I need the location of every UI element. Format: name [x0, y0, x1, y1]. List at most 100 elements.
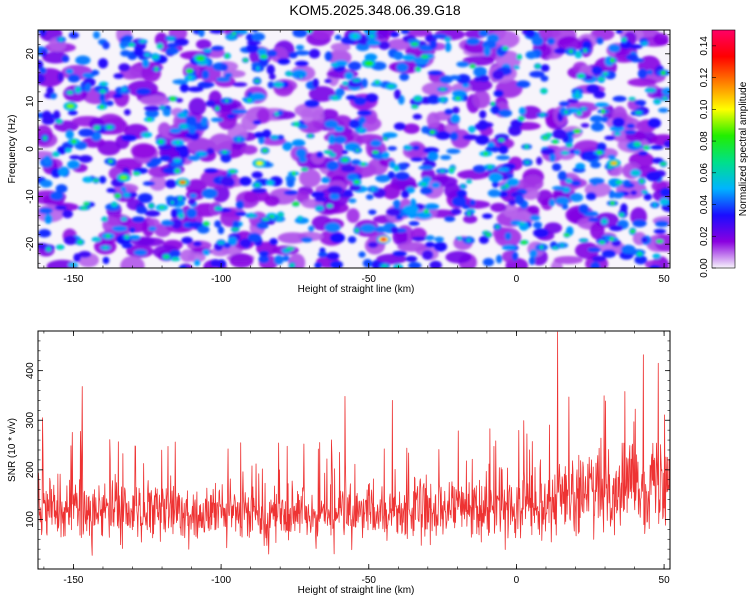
heatmap-cell — [661, 87, 670, 96]
heatmap-cell — [462, 134, 479, 141]
heatmap-cell — [185, 68, 194, 74]
heatmap-cell — [433, 241, 448, 252]
heatmap-cell — [235, 200, 245, 210]
heatmap-cell — [63, 235, 78, 246]
heatmap-cell — [156, 44, 164, 48]
heatmap-cell — [179, 264, 188, 268]
heatmap-cell — [299, 74, 303, 79]
heatmap-cell — [429, 39, 438, 50]
heatmap-cell — [201, 188, 218, 199]
heatmap-cell — [192, 241, 202, 247]
heatmap-cell — [424, 241, 435, 248]
heatmap-cell — [315, 206, 324, 210]
heatmap-cell — [98, 175, 107, 184]
heatmap-cell — [660, 199, 669, 204]
heatmap-cell — [646, 69, 654, 75]
heatmap-cell — [92, 178, 100, 182]
snr-x-tick-label: -150 — [63, 575, 83, 586]
heatmap-cell — [608, 43, 621, 53]
snr-x-tick-label: 50 — [659, 575, 671, 586]
heatmap-cell — [99, 88, 107, 94]
heatmap-cell — [412, 105, 418, 109]
heatmap-cell — [529, 249, 538, 258]
heatmap-cell — [143, 105, 160, 112]
heatmap-cell — [220, 176, 234, 187]
heatmap-cell — [533, 228, 549, 238]
heatmap-cell — [43, 136, 47, 140]
heatmap-cell — [123, 109, 131, 116]
heatmap-cell — [56, 119, 62, 124]
heatmap-cell — [418, 165, 434, 171]
heatmap-cell — [308, 134, 313, 138]
heatmap-cell — [642, 190, 647, 194]
heatmap-cell — [179, 83, 189, 93]
heatmap-cell — [525, 30, 536, 38]
heatmap-cell — [201, 82, 215, 88]
heatmap-cell — [121, 242, 133, 249]
heatmap-cell — [251, 32, 266, 41]
heatmap-cell — [111, 225, 128, 232]
colorbar-gradient — [711, 29, 736, 269]
heatmap-cell — [341, 157, 349, 163]
heatmap-cell — [193, 259, 201, 267]
heatmap-cell — [405, 255, 418, 263]
heatmap-cell — [367, 241, 379, 248]
heatmap-cell — [224, 72, 233, 78]
heatmap-cell — [524, 160, 530, 164]
heatmap-cell — [329, 260, 344, 268]
heatmap-cell — [295, 148, 307, 159]
heatmap-cell — [180, 124, 188, 129]
colorbar-ticks: 0.00 0.02 0.04 0.06 0.08 0.10 0.12 0.14 — [699, 36, 716, 278]
heatmap-cell — [291, 139, 306, 147]
heatmap-cell — [490, 105, 500, 115]
heatmap-cell — [267, 81, 275, 89]
heatmap-cell — [492, 69, 504, 80]
heatmap-hotspot — [365, 61, 372, 66]
heatmap-cell — [293, 121, 300, 127]
heatmap-cell — [408, 261, 422, 268]
heatmap-cell — [393, 51, 404, 61]
snr-y-axis-label: SNR (10 * v/v) — [7, 418, 18, 482]
heatmap-cell — [573, 128, 581, 134]
heatmap-cell — [75, 55, 91, 66]
heatmap-cell — [390, 226, 399, 234]
heatmap-cell — [312, 78, 319, 88]
heatmap-cell — [283, 190, 299, 196]
heatmap-cell — [133, 172, 141, 175]
heatmap-cell — [258, 56, 269, 68]
heatmap-cell — [467, 211, 471, 216]
heatmap-cell — [628, 96, 636, 101]
heatmap-cell — [162, 254, 171, 260]
heatmap-cell — [330, 152, 336, 158]
heatmap-cell — [277, 57, 291, 65]
heatmap-cell — [347, 61, 362, 71]
heatmap-cell — [130, 143, 157, 159]
heatmap-cell — [564, 188, 569, 192]
heatmap-cell — [93, 31, 101, 39]
heatmap-cell — [590, 261, 601, 268]
heatmap-cell — [146, 160, 159, 168]
heatmap-cell — [456, 73, 471, 84]
heatmap-cell — [84, 82, 92, 93]
heatmap-cell — [345, 94, 358, 101]
heatmap-cell — [365, 194, 374, 200]
heatmap-cell — [300, 236, 313, 243]
heatmap-cell — [483, 45, 491, 57]
heatmap-cell — [225, 99, 229, 103]
heatmap-cell — [420, 54, 429, 59]
heatmap-cell — [420, 186, 433, 195]
colorbar-tick-label: 0.08 — [699, 131, 710, 151]
heatmap-cell — [256, 108, 270, 124]
heatmap-image — [38, 30, 670, 268]
heatmap-cell — [402, 204, 419, 215]
heatmap-cell — [491, 102, 495, 106]
heatmap-cell — [220, 153, 232, 163]
heatmap-cell — [286, 247, 294, 251]
heatmap-cell — [640, 179, 644, 184]
heatmap-cell — [355, 228, 359, 233]
heatmap-cell — [78, 128, 95, 137]
heatmap-cell — [197, 225, 210, 234]
heatmap-cell — [517, 54, 522, 60]
heatmap-cell — [102, 81, 106, 87]
heatmap-cell — [149, 175, 167, 191]
